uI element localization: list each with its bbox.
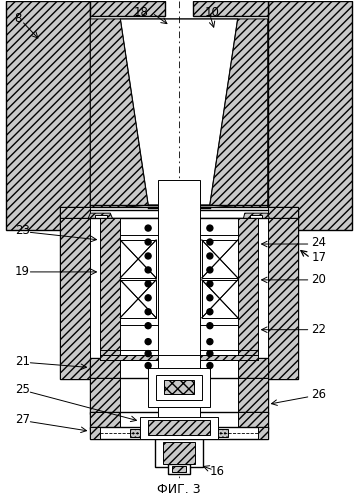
Bar: [168, 464, 190, 474]
Polygon shape: [238, 412, 268, 429]
Polygon shape: [90, 378, 268, 414]
Polygon shape: [90, 1, 165, 16]
Text: 26: 26: [311, 388, 326, 401]
Bar: [120, 240, 156, 278]
Text: 18: 18: [133, 6, 148, 19]
Circle shape: [207, 239, 213, 245]
Polygon shape: [238, 358, 268, 380]
Polygon shape: [100, 218, 120, 360]
Text: 24: 24: [311, 236, 326, 249]
Bar: [202, 240, 238, 278]
Polygon shape: [200, 235, 238, 325]
Text: 16: 16: [210, 465, 225, 478]
Circle shape: [207, 267, 213, 273]
Polygon shape: [193, 1, 268, 16]
Polygon shape: [61, 218, 90, 380]
Bar: [130, 429, 228, 437]
Polygon shape: [61, 207, 90, 218]
Text: ФИГ. 3: ФИГ. 3: [157, 483, 201, 496]
Text: 8: 8: [15, 12, 22, 25]
Circle shape: [145, 323, 151, 329]
Text: 21: 21: [15, 355, 30, 368]
Bar: [172, 466, 186, 472]
Bar: [202, 280, 238, 318]
Polygon shape: [90, 412, 120, 429]
Circle shape: [145, 339, 151, 345]
Bar: [120, 280, 156, 318]
Bar: [164, 381, 194, 394]
Polygon shape: [268, 1, 352, 230]
Bar: [155, 439, 203, 467]
Polygon shape: [210, 19, 268, 210]
Circle shape: [207, 339, 213, 345]
Polygon shape: [90, 19, 148, 210]
Text: 23: 23: [15, 224, 29, 237]
Bar: [95, 215, 107, 225]
Polygon shape: [90, 427, 268, 439]
Bar: [156, 375, 202, 400]
Text: 22: 22: [311, 323, 326, 336]
Polygon shape: [90, 427, 100, 439]
Polygon shape: [238, 378, 268, 414]
Polygon shape: [120, 235, 158, 325]
Bar: [148, 420, 210, 435]
Bar: [120, 240, 156, 278]
Circle shape: [145, 309, 151, 315]
Circle shape: [207, 295, 213, 301]
Text: 10: 10: [205, 6, 220, 19]
Bar: [202, 240, 238, 278]
Circle shape: [207, 281, 213, 287]
Bar: [120, 280, 156, 318]
Text: 19: 19: [15, 265, 30, 278]
Circle shape: [207, 363, 213, 369]
Polygon shape: [242, 213, 272, 225]
Polygon shape: [238, 218, 258, 360]
Bar: [158, 355, 200, 419]
Circle shape: [145, 239, 151, 245]
Circle shape: [207, 225, 213, 231]
Polygon shape: [258, 427, 268, 439]
Polygon shape: [85, 213, 115, 225]
Text: 20: 20: [311, 273, 326, 286]
Bar: [163, 442, 195, 464]
Polygon shape: [61, 207, 297, 218]
Circle shape: [145, 267, 151, 273]
Polygon shape: [6, 1, 90, 230]
Polygon shape: [61, 218, 297, 380]
Polygon shape: [90, 412, 268, 429]
Circle shape: [207, 351, 213, 357]
Circle shape: [145, 225, 151, 231]
Polygon shape: [268, 207, 297, 218]
Circle shape: [207, 253, 213, 259]
Text: 25: 25: [15, 383, 29, 396]
Circle shape: [207, 309, 213, 315]
Bar: [140, 417, 218, 439]
Polygon shape: [120, 19, 238, 205]
Bar: [202, 280, 238, 318]
Polygon shape: [90, 378, 120, 414]
Circle shape: [145, 253, 151, 259]
Text: 27: 27: [15, 413, 30, 426]
Bar: [158, 180, 200, 439]
Polygon shape: [90, 358, 120, 380]
Bar: [148, 368, 210, 407]
Polygon shape: [90, 358, 268, 380]
Circle shape: [207, 323, 213, 329]
Circle shape: [145, 281, 151, 287]
Text: 17: 17: [311, 251, 326, 264]
Bar: [250, 215, 262, 225]
Circle shape: [145, 363, 151, 369]
Circle shape: [145, 295, 151, 301]
Polygon shape: [268, 218, 297, 380]
Polygon shape: [100, 355, 258, 360]
Circle shape: [145, 351, 151, 357]
